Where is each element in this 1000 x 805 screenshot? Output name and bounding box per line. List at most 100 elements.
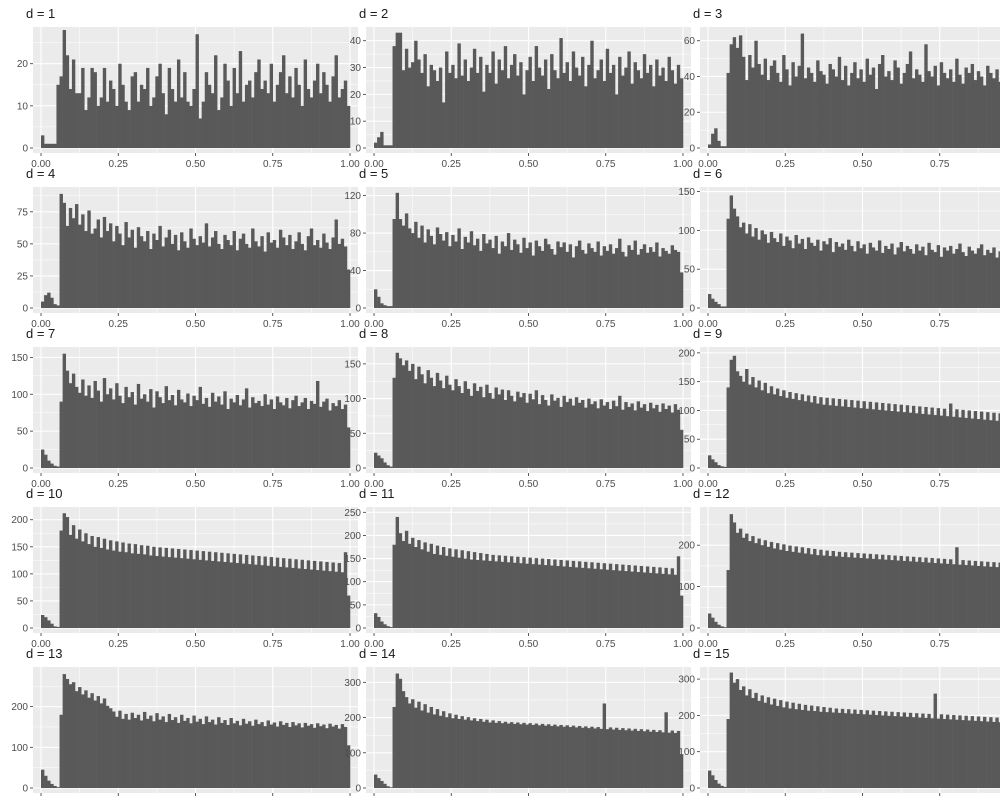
histogram-bar [491, 720, 495, 788]
histogram-bar [74, 538, 79, 628]
histogram-bar [429, 543, 434, 628]
histogram-bar [334, 571, 338, 628]
histogram-bar [708, 294, 712, 308]
histogram-bar [322, 72, 326, 148]
histogram-bar [679, 754, 684, 788]
histogram-bar [825, 244, 829, 308]
histogram-bar [911, 405, 916, 468]
histogram-bar [309, 569, 314, 628]
histogram-bar [667, 253, 671, 308]
histogram-bar [93, 228, 97, 308]
histogram-bar [488, 239, 492, 308]
histogram-bar [652, 251, 656, 308]
x-tick-label: 0.75 [596, 159, 616, 170]
histogram-bar [198, 718, 202, 788]
histogram-bar [503, 555, 508, 628]
histogram-bar [908, 561, 913, 628]
histogram-bar [896, 247, 900, 308]
histogram-bar [840, 243, 845, 308]
histogram-bar [899, 555, 903, 628]
histogram-bar [189, 723, 193, 788]
histogram-bar [56, 305, 60, 308]
histogram-bar [275, 396, 280, 468]
histogram-bar [316, 240, 320, 308]
histogram-bar [571, 405, 576, 468]
histogram-bar [571, 257, 576, 308]
histogram-bar [942, 72, 947, 148]
histogram-bar [918, 717, 922, 788]
histogram-bar [763, 58, 768, 148]
histogram-bar [986, 65, 990, 148]
histogram-bar [825, 712, 829, 788]
histogram-bar [334, 406, 338, 468]
histogram-bar [741, 537, 746, 628]
histogram-bar [735, 532, 740, 628]
histogram-bar [711, 133, 715, 148]
histogram-bar [927, 414, 931, 468]
histogram-bar [800, 238, 805, 308]
histogram-bar [99, 547, 104, 628]
histogram-bar [288, 234, 292, 308]
histogram-bar [183, 549, 187, 628]
histogram-bar [577, 726, 582, 788]
histogram-bar [949, 245, 953, 308]
histogram-bar [115, 105, 119, 148]
histogram-bar [139, 720, 144, 788]
histogram-bar [577, 402, 582, 468]
histogram-bar [124, 552, 128, 628]
histogram-bar [596, 727, 600, 788]
histogram-bar [377, 616, 381, 628]
histogram-bar [890, 411, 894, 468]
histogram-bar [964, 715, 968, 788]
y-tick-label: 100 [344, 748, 361, 759]
histogram-bar [41, 301, 45, 308]
histogram-bar [269, 242, 274, 308]
histogram-bar [142, 394, 147, 468]
histogram-bar [392, 706, 396, 788]
histogram-bar [748, 384, 752, 468]
y-tick-label: 50 [684, 265, 696, 276]
histogram-bar [395, 192, 400, 308]
histogram-bar [809, 72, 814, 148]
histogram-bar [708, 613, 712, 628]
histogram-bar [899, 242, 903, 308]
histogram-bar [655, 242, 659, 308]
histogram-bar [180, 714, 184, 788]
histogram-bar [343, 726, 348, 788]
histogram-bar [608, 727, 613, 788]
histogram-bar [843, 249, 848, 308]
histogram-bar [979, 244, 984, 308]
histogram-bar [584, 253, 588, 308]
histogram-bar [862, 714, 866, 788]
histogram-bar [50, 463, 54, 468]
histogram-bar [933, 562, 937, 628]
histogram-bar [300, 105, 304, 148]
histogram-bar [383, 305, 387, 308]
histogram-bar [102, 216, 107, 308]
histogram-bar [608, 409, 613, 468]
y-tick-label: 25 [17, 271, 29, 282]
histogram-bar [102, 538, 107, 628]
histogram-bar [328, 249, 332, 308]
histogram-bar [735, 47, 740, 149]
histogram-bar [479, 718, 483, 788]
histogram-bar [992, 562, 996, 628]
histogram-bar [958, 417, 962, 468]
histogram-bar [970, 716, 975, 788]
histogram-bar [816, 403, 820, 468]
histogram-bar [56, 787, 60, 788]
histogram-bar [565, 725, 569, 788]
histogram-bar [679, 595, 684, 628]
histogram-bar [173, 101, 178, 148]
histogram-bar [130, 553, 134, 628]
histogram-bar [176, 548, 181, 628]
histogram-bar [448, 548, 452, 628]
histogram-bar [180, 558, 184, 628]
histogram-bar [377, 455, 381, 468]
histogram-bar [282, 558, 286, 628]
histogram-bar [309, 97, 314, 148]
histogram-bar [272, 722, 277, 788]
histogram-bar [377, 778, 381, 788]
histogram-bar [556, 726, 560, 788]
